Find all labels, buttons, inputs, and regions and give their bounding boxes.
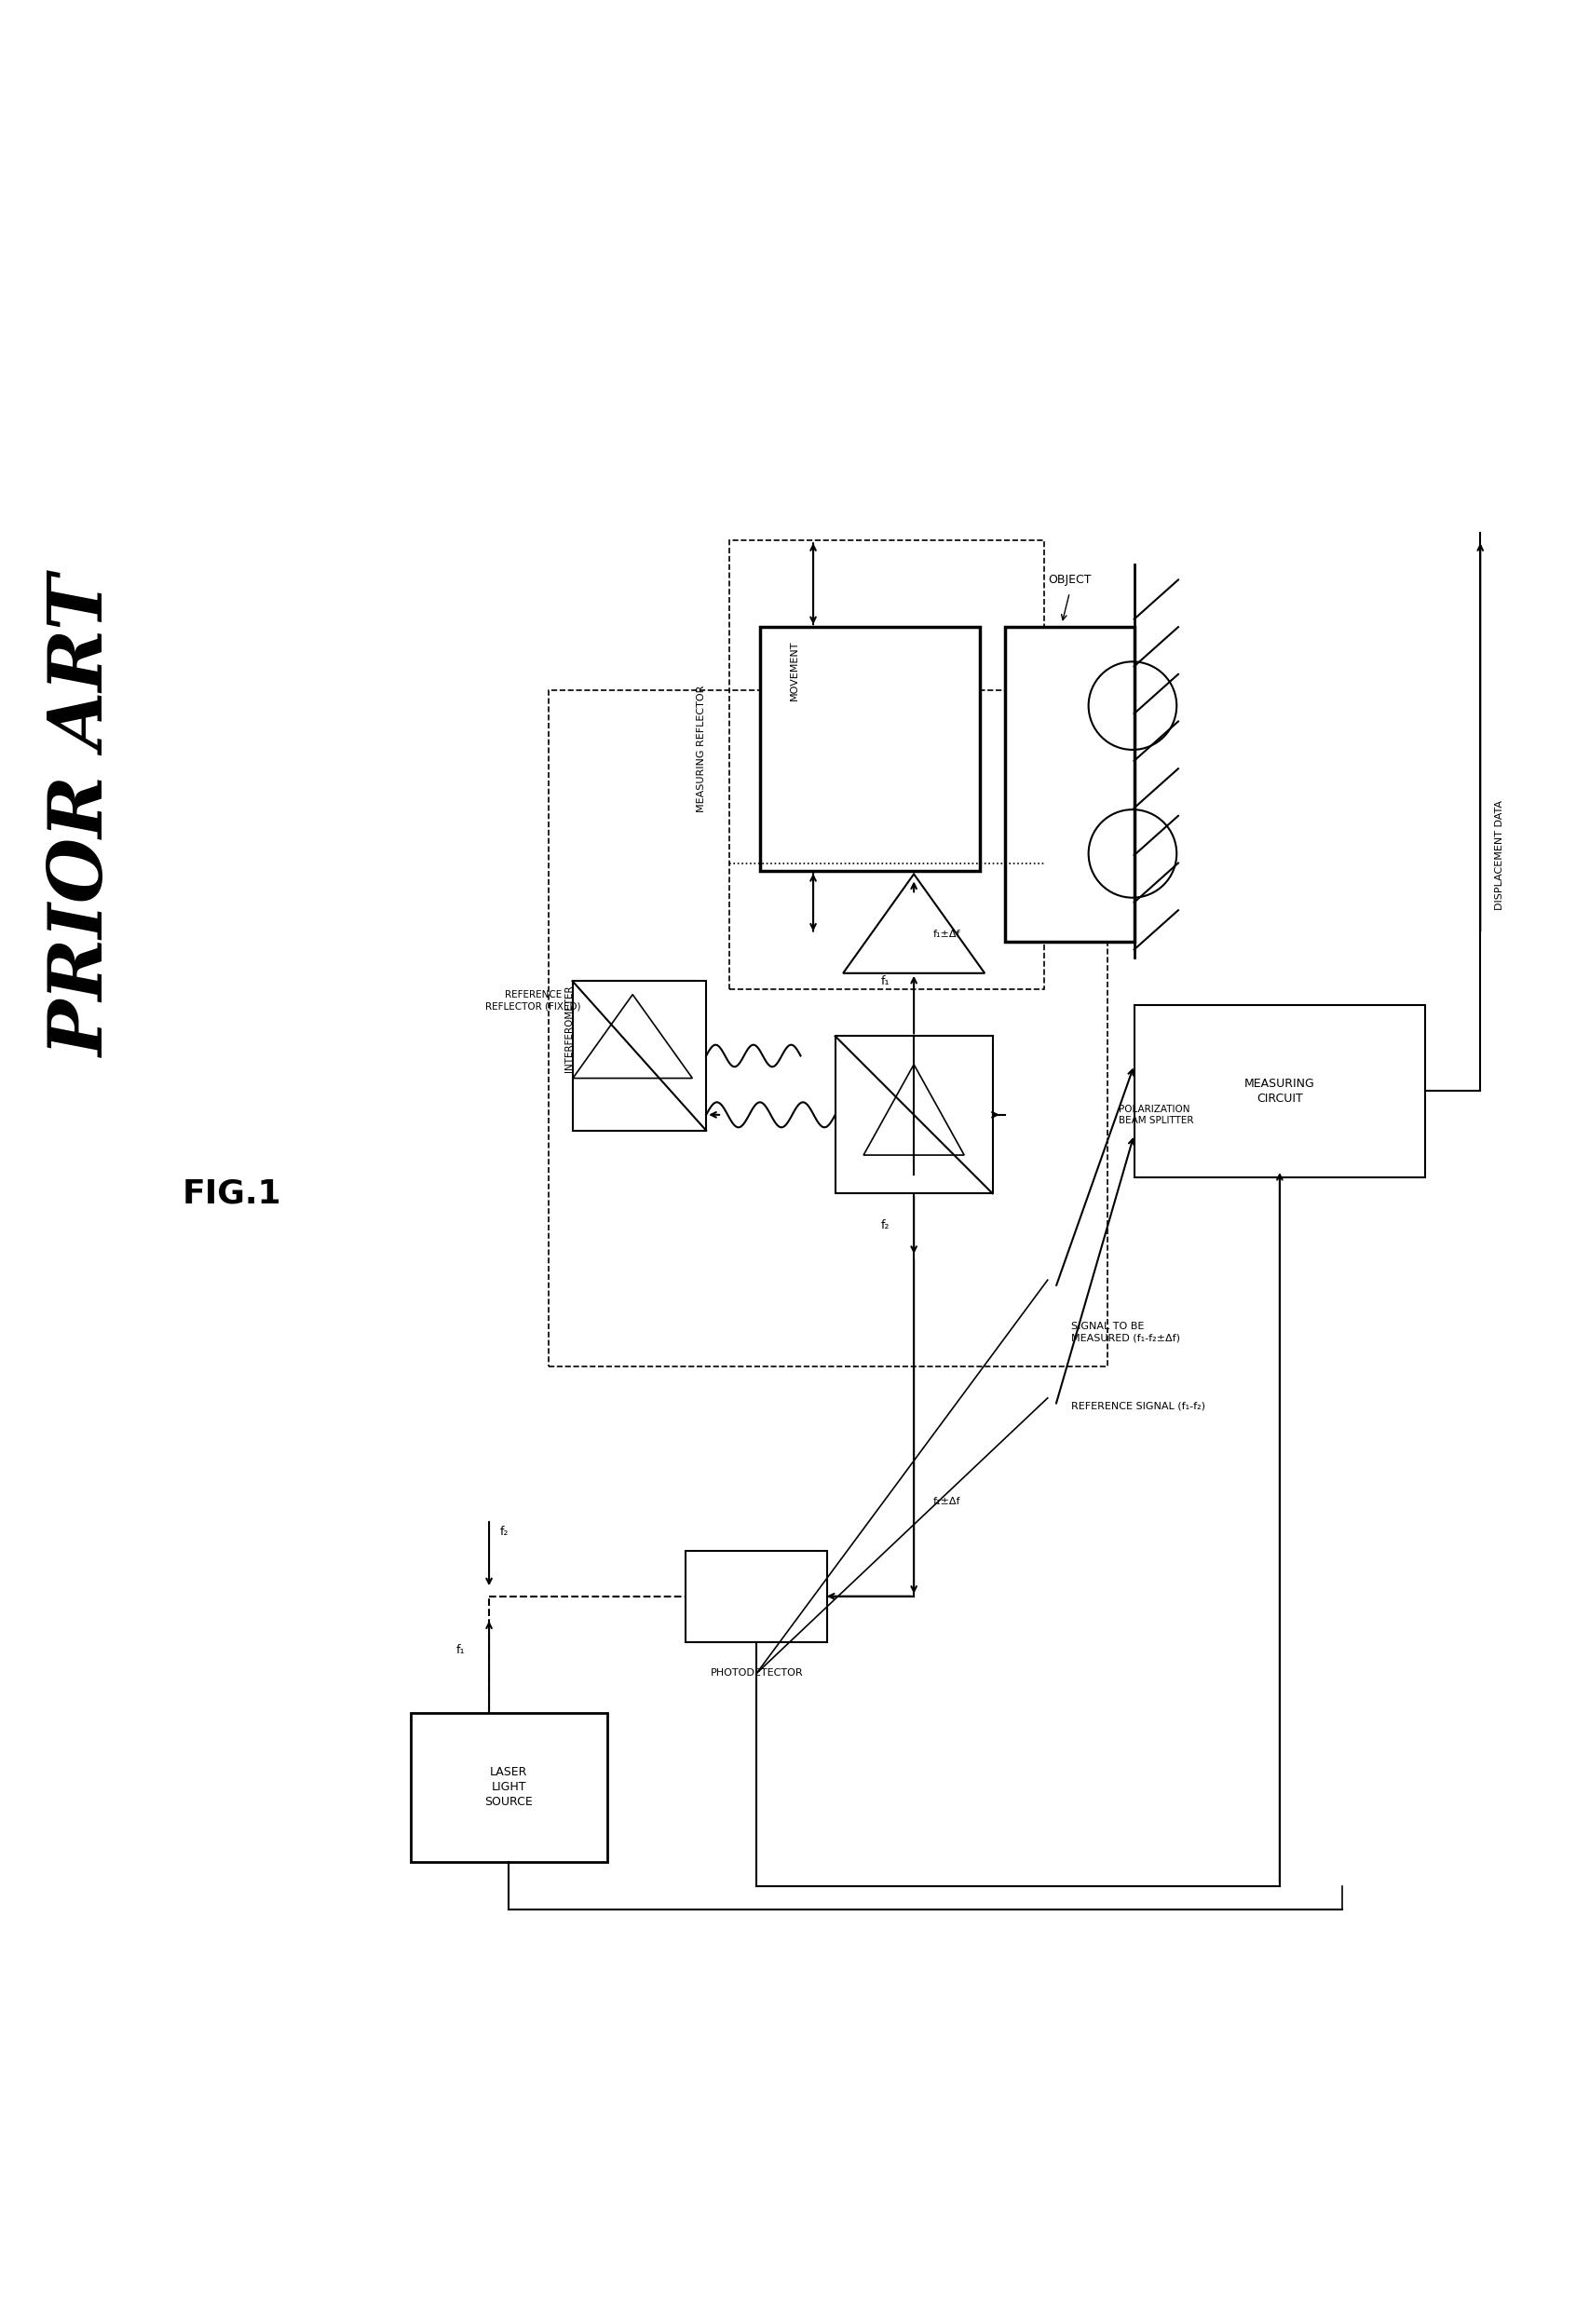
Bar xyxy=(686,1550,827,1641)
Bar xyxy=(835,1037,993,1195)
Text: REFERENCE SIGNAL (f₁-f₂): REFERENCE SIGNAL (f₁-f₂) xyxy=(1072,1401,1206,1411)
Text: f₁±Δf: f₁±Δf xyxy=(933,1497,960,1506)
Text: f₁±Δf: f₁±Δf xyxy=(933,930,960,939)
Text: PRIOR ART: PRIOR ART xyxy=(47,574,120,1057)
Text: FIG.1: FIG.1 xyxy=(183,1178,282,1208)
Text: f₂: f₂ xyxy=(881,1218,890,1232)
Text: f₁: f₁ xyxy=(881,976,890,988)
Bar xyxy=(410,1713,607,1862)
Text: REFERENCE
REFLECTOR (FIXED): REFERENCE REFLECTOR (FIXED) xyxy=(485,990,582,1011)
Bar xyxy=(1005,627,1135,941)
Text: f₂: f₂ xyxy=(500,1525,509,1538)
Text: MOVEMENT: MOVEMENT xyxy=(790,639,799,700)
Bar xyxy=(730,541,1045,990)
Text: OBJECT: OBJECT xyxy=(1048,574,1091,586)
Bar xyxy=(760,627,980,872)
Text: f₁: f₁ xyxy=(457,1643,465,1655)
Bar xyxy=(1135,1004,1425,1178)
Text: LASER
LIGHT
SOURCE: LASER LIGHT SOURCE xyxy=(484,1766,533,1808)
Bar xyxy=(572,981,706,1129)
Text: SIGNAL TO BE
MEASURED (f₁-f₂±Δf): SIGNAL TO BE MEASURED (f₁-f₂±Δf) xyxy=(1072,1322,1180,1343)
Text: MEASURING
CIRCUIT: MEASURING CIRCUIT xyxy=(1245,1078,1314,1104)
Text: MEASURING REFLECTOR: MEASURING REFLECTOR xyxy=(697,686,706,813)
Text: DISPLACEMENT DATA: DISPLACEMENT DATA xyxy=(1494,799,1504,911)
Text: INTERFEROMETER: INTERFEROMETER xyxy=(564,985,574,1071)
Bar xyxy=(548,690,1108,1367)
Text: PHOTODETECTOR: PHOTODETECTOR xyxy=(711,1669,802,1678)
Text: POLARIZATION
BEAM SPLITTER: POLARIZATION BEAM SPLITTER xyxy=(1119,1104,1193,1125)
